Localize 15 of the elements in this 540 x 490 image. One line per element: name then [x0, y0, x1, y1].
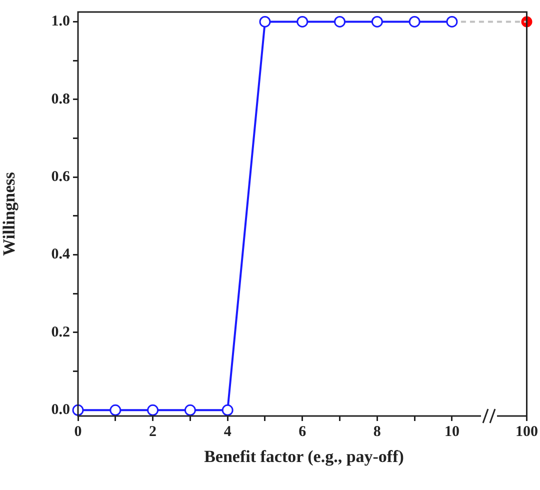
- y-axis-title: Willingness: [0, 172, 19, 256]
- x-tick-label: 0: [74, 424, 82, 440]
- y-tick-label: 1.0: [51, 14, 70, 30]
- x-tick-label: 8: [373, 424, 381, 440]
- y-tick-label: 0.4: [51, 246, 70, 263]
- y-tick-label: 0.2: [51, 324, 70, 340]
- x-tick-label: 2: [149, 424, 157, 440]
- x-tick-label: 100: [516, 424, 538, 440]
- y-tick-label: 0.0: [51, 402, 70, 418]
- y-tick-label: 0.6: [51, 168, 70, 185]
- x-axis-title: Benefit factor (e.g., pay-off): [203, 447, 405, 467]
- x-tick-label: 4: [224, 424, 232, 440]
- x-tick-label: 10: [444, 424, 460, 440]
- x-tick-label: 6: [298, 424, 307, 440]
- y-tick-label: 0.8: [51, 91, 70, 108]
